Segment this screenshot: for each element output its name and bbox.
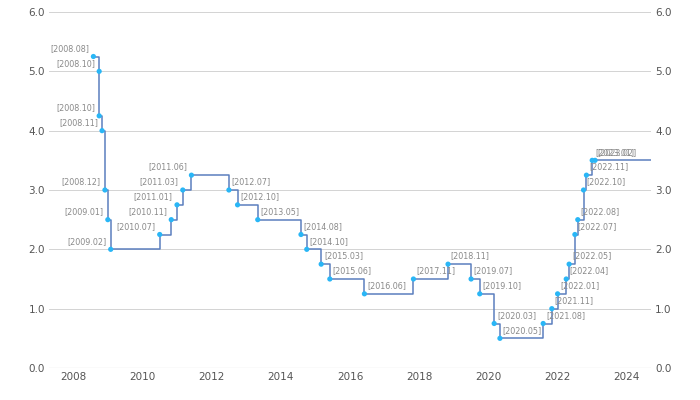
Text: [2009.01]: [2009.01] (64, 207, 104, 216)
Point (581, 172, 592, 178)
Point (589, 157, 601, 164)
Text: [2019.10]: [2019.10] (482, 281, 522, 290)
Point (97, 128, 108, 134)
Point (172, 202, 183, 208)
Point (572, 216, 583, 223)
Text: [2022.11]: [2022.11] (589, 163, 629, 172)
Text: [2021.08]: [2021.08] (546, 311, 585, 320)
Text: [2015.03]: [2015.03] (324, 252, 363, 261)
Text: [2022.07]: [2022.07] (578, 222, 617, 231)
Point (474, 291, 485, 297)
Text: [2020.03]: [2020.03] (497, 311, 536, 320)
Point (99, 187, 111, 193)
Text: [2018.11]: [2018.11] (451, 252, 490, 261)
Text: [2008.10]: [2008.10] (56, 103, 95, 112)
Point (301, 246, 312, 252)
Text: [2022.01]: [2022.01] (561, 281, 600, 290)
Text: [2020.05]: [2020.05] (503, 326, 542, 335)
Text: [2023.01]: [2023.01] (595, 148, 634, 157)
Text: [2023.02]: [2023.02] (598, 148, 637, 157)
Point (442, 261, 454, 267)
Text: [2022.04]: [2022.04] (569, 266, 608, 276)
Point (154, 231, 165, 238)
Text: [2011.06]: [2011.06] (148, 163, 188, 172)
Point (88, 53, 99, 60)
Point (94, 68, 105, 74)
Text: [2012.10]: [2012.10] (240, 192, 279, 201)
Text: [2016.06]: [2016.06] (368, 281, 406, 290)
Text: [2008.11]: [2008.11] (59, 118, 98, 127)
Text: [2022.08]: [2022.08] (580, 207, 620, 216)
Point (295, 231, 307, 238)
Point (232, 202, 243, 208)
Text: [2008.12]: [2008.12] (62, 178, 101, 186)
Point (186, 172, 197, 178)
Text: [2013.05]: [2013.05] (260, 207, 300, 216)
Point (324, 276, 335, 282)
Point (466, 276, 477, 282)
Text: [2012.07]: [2012.07] (232, 178, 271, 186)
Point (546, 306, 557, 312)
Text: [2010.07]: [2010.07] (116, 222, 155, 231)
Text: [2022.05]: [2022.05] (572, 252, 611, 261)
Text: [2010.11]: [2010.11] (128, 207, 167, 216)
Point (561, 276, 572, 282)
Point (94, 113, 105, 119)
Point (105, 246, 116, 252)
Point (587, 157, 598, 164)
Point (177, 187, 188, 193)
Point (359, 291, 370, 297)
Text: [2011.01]: [2011.01] (134, 192, 173, 201)
Point (223, 187, 235, 193)
Text: [2009.02]: [2009.02] (67, 237, 106, 246)
Point (538, 320, 549, 327)
Text: [2019.07]: [2019.07] (474, 266, 513, 276)
Point (564, 261, 575, 267)
Point (569, 231, 580, 238)
Text: [2011.03]: [2011.03] (139, 178, 178, 186)
Point (494, 335, 505, 342)
Text: [2015.06]: [2015.06] (332, 266, 372, 276)
Point (316, 261, 327, 267)
Point (552, 291, 564, 297)
Point (578, 187, 589, 193)
Point (489, 320, 500, 327)
Point (166, 216, 177, 223)
Point (102, 216, 113, 223)
Text: [2022.10]: [2022.10] (587, 178, 626, 186)
Text: [2008.08]: [2008.08] (50, 44, 89, 53)
Point (252, 216, 263, 223)
Text: [2017.11]: [2017.11] (416, 266, 455, 276)
Text: [2021.11]: [2021.11] (554, 296, 594, 305)
Text: [2014.10]: [2014.10] (309, 237, 349, 246)
Point (408, 276, 419, 282)
Text: [2008.10]: [2008.10] (56, 59, 95, 68)
Text: [2014.08]: [2014.08] (304, 222, 343, 231)
